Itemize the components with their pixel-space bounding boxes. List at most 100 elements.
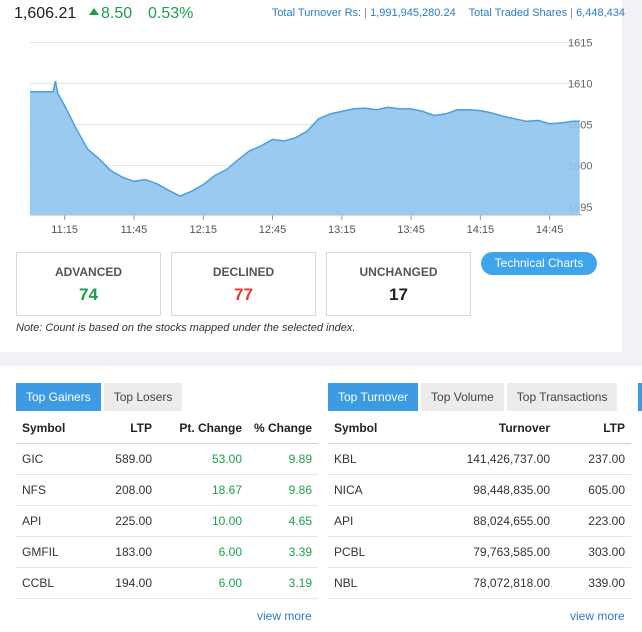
x-tick-label: 12:15 bbox=[189, 224, 217, 236]
turnover-table: Symbol Turnover LTP KBL 141,426,737.00 2… bbox=[328, 413, 631, 599]
column-header: Turnover bbox=[418, 413, 556, 444]
advanced-label: ADVANCED bbox=[54, 265, 123, 279]
technical-charts-button[interactable]: Technical Charts bbox=[481, 252, 597, 275]
point-change-cell: 18.67 bbox=[158, 474, 248, 506]
column-header: LTP bbox=[556, 413, 631, 444]
series-area bbox=[30, 81, 580, 215]
table-row[interactable]: KBL 141,426,737.00 237.00 bbox=[328, 443, 631, 475]
column-header: Symbol bbox=[328, 413, 418, 444]
ltp-cell: 194.00 bbox=[96, 567, 158, 599]
count-note: Note: Count is based on the stocks mappe… bbox=[16, 322, 356, 334]
unchanged-value: 17 bbox=[389, 285, 408, 304]
gainers-tabs: Top Gainers Top Losers bbox=[16, 383, 185, 411]
x-tick-label: 12:45 bbox=[259, 224, 287, 236]
tab-top-transactions[interactable]: Top Transactions bbox=[506, 383, 618, 411]
gainers-view-more-link[interactable]: view more bbox=[257, 609, 312, 623]
symbol-cell[interactable]: API bbox=[328, 505, 418, 537]
tab-top-gainers[interactable]: Top Gainers bbox=[16, 383, 101, 411]
percent-change-cell: 3.39 bbox=[248, 536, 318, 568]
unchanged-stat: UNCHANGED 17 bbox=[326, 252, 471, 316]
column-header: Symbol bbox=[16, 413, 96, 444]
declined-value: 77 bbox=[234, 285, 253, 304]
table-row[interactable]: API 225.00 10.00 4.65 bbox=[16, 505, 318, 537]
turnover-view-more-link[interactable]: view more bbox=[570, 609, 625, 623]
turnover-cell: 88,024,655.00 bbox=[418, 505, 556, 537]
turnover-cell: 78,072,818.00 bbox=[418, 567, 556, 599]
x-tick-label: 13:45 bbox=[397, 224, 425, 236]
x-tick-label: 11:15 bbox=[51, 224, 78, 236]
symbol-cell[interactable]: NFS bbox=[16, 474, 96, 506]
ltp-cell: 339.00 bbox=[556, 567, 631, 599]
symbol-cell[interactable]: GMFIL bbox=[16, 536, 96, 568]
table-row[interactable]: NICA 98,448,835.00 605.00 bbox=[328, 474, 631, 506]
table-row[interactable]: PCBL 79,763,585.00 303.00 bbox=[328, 536, 631, 568]
table-row[interactable]: NFS 208.00 18.67 9.86 bbox=[16, 474, 318, 506]
traded-shares-value: 6,448,434 bbox=[576, 7, 625, 19]
table-row[interactable]: NBL 78,072,818.00 339.00 bbox=[328, 567, 631, 599]
index-change-value: 8.50 bbox=[101, 5, 133, 22]
index-value: 1,606.21 bbox=[14, 5, 77, 22]
y-tick-label: 1610 bbox=[568, 78, 592, 90]
table-header-row: Symbol Turnover LTP bbox=[328, 413, 631, 444]
table-header-row: Symbol LTP Pt. Change % Change bbox=[16, 413, 318, 444]
turnover-label: Total Turnover Rs: bbox=[271, 7, 362, 19]
ltp-cell: 208.00 bbox=[96, 474, 158, 506]
tab-top-losers[interactable]: Top Losers bbox=[103, 383, 183, 411]
index-change: 8.50 bbox=[89, 5, 132, 23]
table-row[interactable]: CCBL 194.00 6.00 3.19 bbox=[16, 567, 318, 599]
table-row[interactable]: GIC 589.00 53.00 9.89 bbox=[16, 443, 318, 475]
declined-label: DECLINED bbox=[212, 265, 275, 279]
percent-change-cell: 9.89 bbox=[248, 443, 318, 475]
declined-stat: DECLINED 77 bbox=[171, 252, 316, 316]
x-tick-label: 11:45 bbox=[121, 224, 148, 236]
symbol-cell[interactable]: CCBL bbox=[16, 567, 96, 599]
ltp-cell: 183.00 bbox=[96, 536, 158, 568]
column-header: Pt. Change bbox=[158, 413, 248, 444]
ltp-cell: 605.00 bbox=[556, 474, 631, 506]
column-header: LTP bbox=[96, 413, 158, 444]
x-tick-label: 14:15 bbox=[467, 224, 495, 236]
x-tick-label: 13:15 bbox=[328, 224, 356, 236]
ltp-cell: 237.00 bbox=[556, 443, 631, 475]
series-line bbox=[30, 80, 580, 197]
gainers-table: Symbol LTP Pt. Change % Change GIC 589.0… bbox=[16, 413, 318, 599]
percent-change-cell: 4.65 bbox=[248, 505, 318, 537]
turnover-cell: 98,448,835.00 bbox=[418, 474, 556, 506]
point-change-cell: 53.00 bbox=[158, 443, 248, 475]
x-tick-label: 14:45 bbox=[536, 224, 564, 236]
point-change-cell: 6.00 bbox=[158, 567, 248, 599]
index-change-percent: 0.53% bbox=[148, 5, 194, 22]
symbol-cell[interactable]: API bbox=[16, 505, 96, 537]
table-row[interactable]: GMFIL 183.00 6.00 3.39 bbox=[16, 536, 318, 568]
traded-shares-label: Total Traded Shares bbox=[468, 7, 568, 19]
table-row[interactable]: API 88,024,655.00 223.00 bbox=[328, 505, 631, 537]
column-header: % Change bbox=[248, 413, 318, 444]
ltp-cell: 223.00 bbox=[556, 505, 631, 537]
turnover-cell: 141,426,737.00 bbox=[418, 443, 556, 475]
point-change-cell: 6.00 bbox=[158, 536, 248, 568]
symbol-cell[interactable]: PCBL bbox=[328, 536, 418, 568]
percent-change-cell: 9.86 bbox=[248, 474, 318, 506]
symbol-cell[interactable]: NBL bbox=[328, 567, 418, 599]
tab-top-turnover[interactable]: Top Turnover bbox=[328, 383, 419, 411]
ltp-cell: 303.00 bbox=[556, 536, 631, 568]
tab-scroll-edge bbox=[638, 383, 642, 411]
turnover-cell: 79,763,585.00 bbox=[418, 536, 556, 568]
turnover-tabs: Top Turnover Top Volume Top Transactions bbox=[328, 383, 620, 411]
symbol-cell[interactable]: KBL bbox=[328, 443, 418, 475]
percent-change-cell: 3.19 bbox=[248, 567, 318, 599]
tab-top-volume[interactable]: Top Volume bbox=[421, 383, 504, 411]
symbol-cell[interactable]: NICA bbox=[328, 474, 418, 506]
market-summary: Total Turnover Rs: | 1,991,945,280.24 To… bbox=[271, 7, 625, 19]
advanced-value: 74 bbox=[79, 285, 98, 304]
point-change-cell: 10.00 bbox=[158, 505, 248, 537]
ltp-cell: 589.00 bbox=[96, 443, 158, 475]
ltp-cell: 225.00 bbox=[96, 505, 158, 537]
up-arrow-icon bbox=[89, 8, 99, 15]
symbol-cell[interactable]: GIC bbox=[16, 443, 96, 475]
y-tick-label: 1615 bbox=[568, 37, 592, 49]
unchanged-label: UNCHANGED bbox=[359, 265, 438, 279]
turnover-value: 1,991,945,280.24 bbox=[370, 7, 456, 19]
advanced-stat: ADVANCED 74 bbox=[16, 252, 161, 316]
